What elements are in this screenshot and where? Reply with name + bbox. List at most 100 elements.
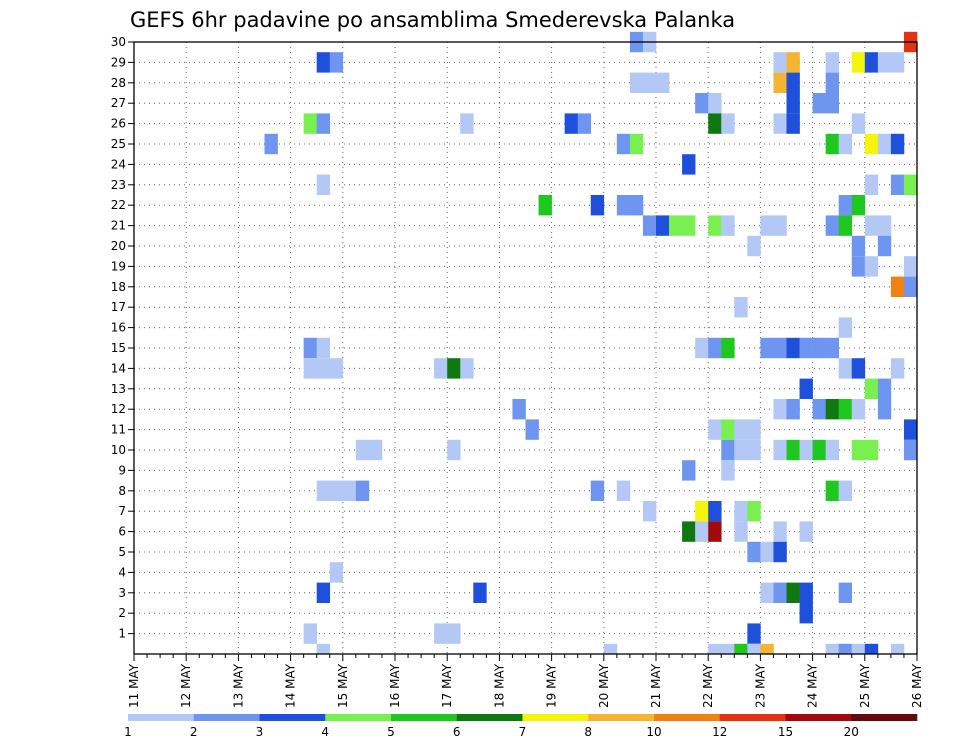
heatmap-cell <box>903 256 918 277</box>
heatmap-cell <box>760 643 774 654</box>
y-tick-label: 6 <box>118 525 126 539</box>
heatmap-cell <box>773 582 787 603</box>
x-tick-label: 23 MAY <box>753 663 767 708</box>
heatmap-cell <box>903 419 918 440</box>
heatmap-cell <box>825 643 839 654</box>
heatmap-cell <box>864 378 879 399</box>
heatmap-cell <box>799 521 813 542</box>
heatmap-cell <box>838 215 853 236</box>
heatmap-cell <box>460 113 474 134</box>
heatmap-cell <box>890 643 905 654</box>
y-tick-label: 20 <box>111 239 126 253</box>
heatmap-cell <box>812 93 826 114</box>
y-tick-label: 18 <box>111 280 126 294</box>
heatmap-cell <box>786 399 800 420</box>
x-tick-label: 24 MAY <box>806 663 820 708</box>
heatmap-cell <box>838 582 853 603</box>
y-tick-label: 22 <box>111 198 126 212</box>
legend-label: 7 <box>519 725 527 739</box>
heatmap-cell <box>708 337 722 359</box>
heatmap-cell <box>812 439 826 461</box>
x-tick-label: 19 MAY <box>545 663 559 708</box>
x-tick-label: 25 MAY <box>858 663 872 708</box>
heatmap-cell <box>734 643 748 654</box>
heatmap-cell <box>851 439 866 461</box>
heatmap-cell <box>329 480 344 501</box>
heatmap-cell <box>851 399 866 420</box>
chart-title: GEFS 6hr padavine po ansamblima Smederev… <box>130 8 735 32</box>
heatmap-cell <box>877 133 892 155</box>
legend-label: 12 <box>712 725 727 739</box>
heatmap-cell <box>747 439 761 461</box>
heatmap-cell <box>773 215 787 236</box>
heatmap-cell <box>786 93 800 114</box>
y-tick-label: 11 <box>111 423 126 437</box>
heatmap-cell <box>629 133 644 155</box>
heatmap-cell <box>747 501 761 522</box>
heatmap-cell <box>851 235 866 257</box>
heatmap-cell <box>877 52 892 73</box>
heatmap-cell <box>838 317 853 338</box>
heatmap-cell <box>773 521 787 542</box>
heatmap-cell <box>838 133 853 155</box>
heatmap-cell <box>316 643 331 654</box>
legend-swatch <box>522 714 589 721</box>
heatmap-cell <box>773 113 787 134</box>
legend-swatch <box>128 714 195 721</box>
heatmap-cell <box>799 378 813 399</box>
y-tick-label: 1 <box>118 627 126 641</box>
x-tick-label: 15 MAY <box>336 663 350 708</box>
x-tick-label: 14 MAY <box>284 663 298 708</box>
heatmap-cell <box>747 623 761 644</box>
legend-swatch <box>193 714 260 721</box>
heatmap-cell <box>695 337 709 359</box>
heatmap-cell <box>447 623 461 644</box>
heatmap-cell <box>773 439 787 461</box>
heatmap-cell <box>851 195 866 216</box>
y-axis: 1234567891011121314151617181920212223242… <box>111 35 134 641</box>
heatmap-cell <box>851 256 866 277</box>
heatmap-cell <box>329 52 344 73</box>
heatmap-cell <box>708 215 722 236</box>
y-tick-label: 29 <box>111 55 126 69</box>
heatmap-cell <box>760 337 774 359</box>
heatmap-cell <box>695 521 709 542</box>
heatmap-cell <box>734 297 748 318</box>
heatmap-cell <box>799 439 813 461</box>
heatmap-cell <box>825 93 839 114</box>
heatmap-cell <box>825 399 839 420</box>
heatmap-cell <box>786 113 800 134</box>
legend-swatch <box>851 714 918 721</box>
legend-label: 3 <box>256 725 264 739</box>
heatmap-cells <box>264 31 918 654</box>
y-tick-label: 8 <box>118 484 126 498</box>
heatmap-cell <box>825 480 839 501</box>
heatmap-cell <box>329 562 344 583</box>
legend-swatch <box>456 714 523 721</box>
heatmap-cell <box>799 337 813 359</box>
y-tick-label: 26 <box>111 117 126 131</box>
heatmap-cell <box>721 215 735 236</box>
x-tick-label: 21 MAY <box>649 663 663 708</box>
legend-label: 2 <box>190 725 198 739</box>
legend-label: 8 <box>584 725 592 739</box>
heatmap-cell <box>760 582 774 603</box>
heatmap-cell <box>864 133 879 155</box>
y-tick-label: 24 <box>111 157 126 171</box>
y-tick-label: 14 <box>111 361 126 375</box>
heatmap-cell <box>316 358 331 379</box>
heatmap-cell <box>708 521 722 542</box>
heatmap-cell <box>773 541 787 563</box>
heatmap-cell <box>708 501 722 522</box>
x-tick-label: 22 MAY <box>701 663 715 708</box>
legend-label: 1 <box>124 725 132 739</box>
heatmap-cell <box>303 358 317 379</box>
heatmap-cell <box>721 337 735 359</box>
heatmap-cell <box>577 113 592 134</box>
heatmap-cell <box>890 276 905 297</box>
legend-swatch <box>654 714 721 721</box>
y-tick-label: 5 <box>118 545 126 559</box>
heatmap-cell <box>316 480 331 501</box>
legend-label: 15 <box>778 725 793 739</box>
y-tick-label: 15 <box>111 341 126 355</box>
